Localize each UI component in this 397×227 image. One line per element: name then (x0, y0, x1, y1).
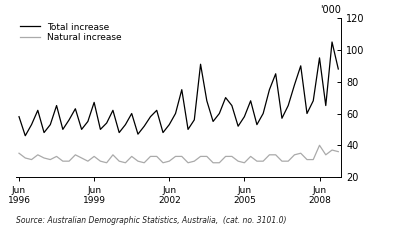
Natural increase (17, 152, 21, 155)
Natural increase (104, 161, 109, 164)
Total increase (217, 112, 222, 115)
Total increase (48, 123, 53, 126)
Natural increase (317, 144, 322, 147)
Total increase (17, 115, 21, 118)
Text: '000: '000 (320, 5, 341, 15)
Total increase (136, 133, 141, 136)
Natural increase (173, 155, 178, 158)
Total increase (192, 118, 197, 121)
Total increase (330, 41, 334, 43)
Natural increase (336, 150, 341, 153)
Natural increase (217, 161, 222, 164)
Total increase (229, 104, 234, 107)
Natural increase (192, 160, 197, 163)
Line: Total increase: Total increase (19, 42, 338, 136)
Natural increase (229, 155, 234, 158)
Text: Source: Australian Demographic Statistics, Australia,  (cat. no. 3101.0): Source: Australian Demographic Statistic… (16, 216, 286, 225)
Natural increase (42, 157, 46, 159)
Line: Natural increase: Natural increase (19, 145, 338, 163)
Total increase (23, 134, 28, 137)
Legend: Total increase, Natural increase: Total increase, Natural increase (17, 19, 126, 46)
Total increase (336, 68, 341, 70)
Total increase (173, 112, 178, 115)
Natural increase (136, 160, 141, 163)
